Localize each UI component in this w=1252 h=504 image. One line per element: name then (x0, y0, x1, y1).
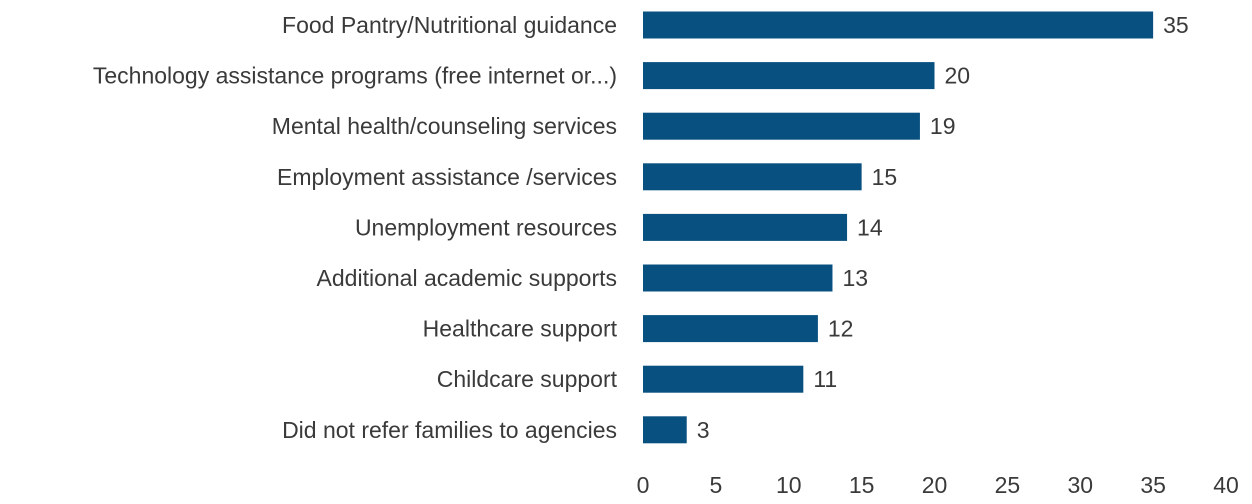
x-tick-label: 20 (922, 472, 948, 498)
bar (643, 365, 804, 393)
value-label: 13 (842, 265, 868, 291)
value-label: 11 (813, 366, 837, 392)
bar (643, 264, 833, 292)
x-tick-label: 5 (709, 472, 722, 498)
value-labels: 35 20 19 15 14 13 12 11 3 (697, 12, 1189, 443)
value-label: 19 (930, 113, 956, 139)
bar (643, 112, 920, 140)
x-tick-label: 15 (849, 472, 875, 498)
x-tick-label: 10 (776, 472, 802, 498)
value-label: 20 (945, 63, 971, 89)
bar (643, 315, 818, 343)
x-tick-label: 30 (1067, 472, 1093, 498)
category-label: Healthcare support (423, 316, 618, 342)
x-tick-label: 35 (1140, 472, 1166, 498)
value-label: 15 (872, 164, 898, 190)
bar (643, 416, 687, 444)
x-tick-label: 40 (1213, 472, 1239, 498)
category-label: Unemployment resources (355, 214, 617, 240)
x-tick-label: 0 (637, 472, 650, 498)
category-label: Employment assistance /services (277, 164, 617, 190)
bar (643, 11, 1154, 39)
bar (643, 213, 848, 241)
bars-group (643, 11, 1154, 444)
category-label: Mental health/counseling services (272, 113, 617, 139)
category-label: Childcare support (437, 366, 618, 392)
value-label: 35 (1163, 12, 1189, 38)
category-label: Additional academic supports (317, 265, 617, 291)
category-label: Food Pantry/Nutritional guidance (282, 12, 617, 38)
x-axis-ticks: 0 5 10 15 20 25 30 35 40 (637, 472, 1239, 498)
bar (643, 163, 862, 191)
bar (643, 62, 935, 90)
value-label: 14 (857, 214, 883, 240)
category-label: Technology assistance programs (free int… (93, 63, 617, 89)
x-tick-label: 25 (995, 472, 1021, 498)
category-label: Did not refer families to agencies (282, 417, 617, 443)
category-labels: Food Pantry/Nutritional guidance Technolo… (93, 12, 618, 443)
value-label: 12 (828, 316, 854, 342)
value-label: 3 (697, 417, 710, 443)
